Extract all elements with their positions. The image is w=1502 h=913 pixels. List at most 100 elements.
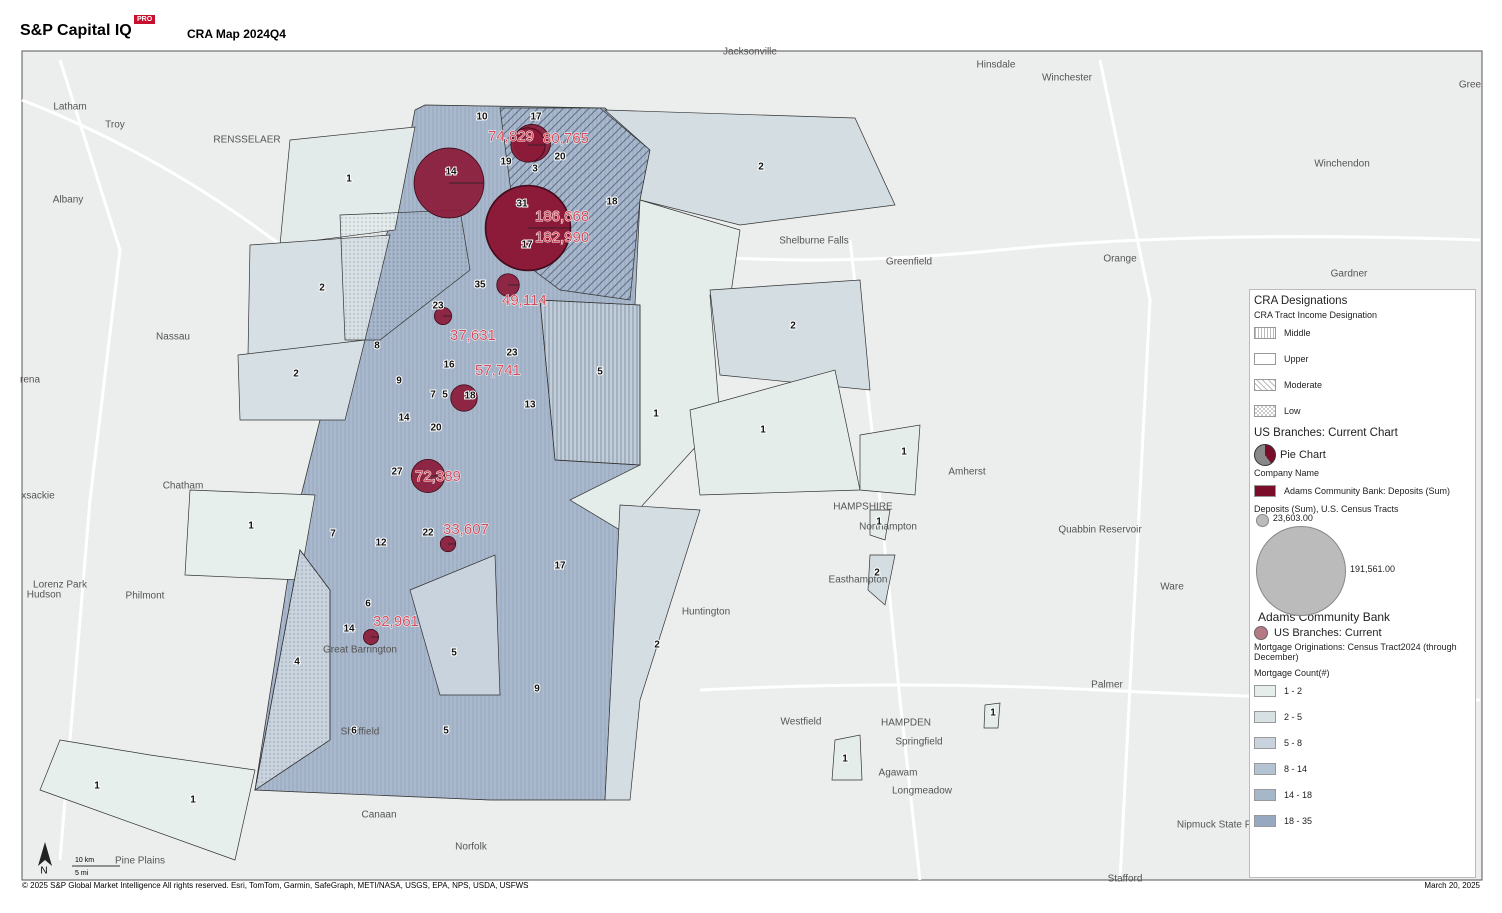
class-swatch: [1254, 737, 1276, 749]
place-label: Lorenz Park: [33, 580, 88, 591]
place-label: Westfield: [781, 717, 822, 728]
tract-count: 1: [94, 781, 100, 792]
tract-count: 14: [445, 167, 457, 178]
tract-count: 35: [474, 280, 486, 291]
class-swatch: [1254, 711, 1276, 723]
badge: PRO: [134, 15, 156, 24]
place-label: Easthampton: [829, 575, 888, 586]
tract-count: 18: [606, 197, 618, 208]
place-label: Winchendon: [1314, 159, 1370, 170]
tract-count: 5: [443, 726, 449, 737]
place-label: RENSSELAER: [213, 135, 280, 146]
place-label: Great Barrington: [323, 645, 397, 656]
tract-count: 2: [293, 369, 299, 380]
place-label: Quabbin Reservoir: [1058, 525, 1142, 536]
place-label: HAMPSHIRE: [833, 502, 893, 513]
deposit-label: 186,668: [535, 208, 589, 225]
north-label: N: [40, 866, 47, 877]
tract-count: 23: [432, 301, 444, 312]
size-circle: [1256, 514, 1269, 527]
tract-count: 9: [396, 376, 402, 387]
tract-count: 7: [430, 390, 436, 401]
place-label: Shelburne Falls: [779, 236, 848, 247]
brand: S&P Capital IQ: [20, 22, 132, 39]
place-label: Sheffield: [341, 727, 380, 738]
class-swatch: [1254, 815, 1276, 827]
size-label: 23,603.00: [1272, 513, 1313, 524]
size-label: 191,561.00: [1350, 564, 1396, 574]
place-label: Agawam: [879, 768, 918, 779]
place-label: Northampton: [859, 522, 917, 533]
class-row: 8 - 14: [1254, 756, 1471, 782]
place-label: Palmer: [1091, 680, 1123, 691]
company-swatch: [1254, 485, 1276, 497]
tracts-layer: [39, 104, 1001, 861]
income-swatch: [1254, 405, 1276, 417]
tract-count: 10: [476, 112, 488, 123]
place-label: Hinsdale: [977, 60, 1016, 71]
place-label: Nipmuck State Forest: [1177, 820, 1273, 831]
place-label: Troy: [105, 120, 125, 131]
tract-count: 9: [534, 684, 540, 695]
place-label: Longmeadow: [892, 786, 953, 797]
place-label: Canaan: [361, 810, 396, 821]
tract-count: 2: [790, 321, 796, 332]
deposit-label: 72,389: [415, 468, 461, 485]
tract-count: 1: [842, 754, 848, 765]
tract-count: 5: [442, 390, 448, 401]
branches-item: US Branches: Current: [1274, 627, 1382, 639]
income-swatch: [1254, 327, 1276, 339]
tract-count: 16: [443, 360, 455, 371]
deposits-title: Deposits (Sum), U.S. Census Tracts: [1254, 504, 1399, 514]
tract-count: 13: [524, 400, 536, 411]
income-swatch: [1254, 353, 1276, 365]
tract-count: 1: [990, 708, 996, 719]
income-label: Upper: [1284, 354, 1309, 364]
scale-km: 10 km: [75, 857, 94, 864]
tract-count: 14: [343, 624, 355, 635]
tract-count: 17: [530, 112, 542, 123]
income-row: Upper: [1254, 346, 1471, 372]
tract-count: 1: [190, 795, 196, 806]
tract-count: 2: [874, 568, 880, 579]
tract-count: 14: [398, 413, 410, 424]
title: CRA Map 2024Q4: [187, 27, 286, 41]
place-label: Pine Plains: [115, 856, 165, 867]
tract-count: 20: [430, 423, 442, 434]
deposit-label: 49,114: [502, 292, 547, 309]
place-label: Ware: [1160, 582, 1184, 593]
company: Adams Community Bank: Deposits (Sum): [1284, 486, 1451, 496]
mortgage-title: Mortgage Originations: Census Tract2024 …: [1254, 642, 1457, 662]
tract-count: 1: [248, 521, 254, 532]
class-row: 5 - 8: [1254, 730, 1471, 756]
tract-count: 5: [451, 648, 457, 659]
income-label: Moderate: [1284, 380, 1323, 390]
place-label: Norfolk: [455, 842, 488, 853]
place-label: xsackie: [21, 491, 55, 502]
place-label: rena: [20, 375, 40, 386]
branches-title: US Branches: Current Chart: [1254, 427, 1398, 439]
income-row: Low: [1254, 398, 1471, 424]
date: March 20, 2025: [1424, 881, 1480, 890]
branch-icon: [1254, 626, 1268, 640]
place-label: Jacksonville: [723, 47, 777, 58]
class-swatch: [1254, 789, 1276, 801]
tract-count: 19: [500, 157, 512, 168]
class-label: 5 - 8: [1284, 738, 1303, 748]
place-label: Huntington: [682, 607, 730, 618]
income-row: Moderate: [1254, 372, 1471, 398]
tract-count: 4: [294, 657, 300, 668]
class-label: 8 - 14: [1284, 764, 1308, 774]
class-row: 1 - 2: [1254, 678, 1471, 704]
tract-count: 31: [516, 199, 528, 210]
tract-count: 12: [375, 538, 387, 549]
deposit-label: 74,829: [488, 128, 534, 145]
copyright: © 2025 S&P Global Market Intelligence Al…: [22, 881, 529, 890]
deposit-label: 182,990: [535, 229, 589, 246]
class-row: 2 - 5: [1254, 704, 1471, 730]
deposit-label: 37,631: [450, 327, 496, 344]
company-title: Company Name: [1254, 468, 1320, 478]
class-label: 14 - 18: [1284, 790, 1313, 800]
tract-count: 1: [653, 409, 659, 420]
legend: CRA Designations CRA Tract Income Design…: [1249, 289, 1476, 878]
